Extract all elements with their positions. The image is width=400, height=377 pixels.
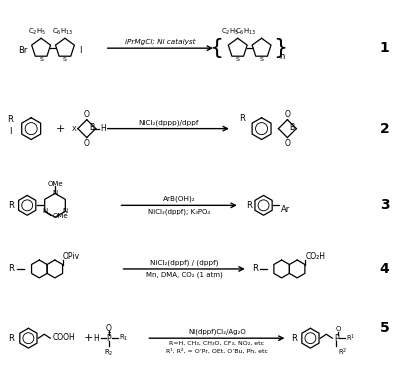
- Text: R: R: [291, 334, 297, 343]
- Text: $\mathregular{C_2H_5}$: $\mathregular{C_2H_5}$: [221, 27, 239, 37]
- Text: X: X: [72, 126, 77, 132]
- Text: H: H: [93, 334, 99, 343]
- Text: S: S: [236, 57, 240, 62]
- Text: COOH: COOH: [52, 333, 75, 342]
- Text: R: R: [8, 334, 14, 343]
- Text: O: O: [106, 324, 112, 333]
- Text: 1: 1: [380, 41, 390, 55]
- Text: N: N: [63, 208, 68, 214]
- Text: ArB(OH)₂: ArB(OH)₂: [163, 196, 196, 202]
- Text: R: R: [8, 201, 14, 210]
- Text: +: +: [56, 124, 65, 133]
- Text: OPiv: OPiv: [63, 251, 80, 261]
- Text: R¹, R², = O’Pr, OEt, O’Bu, Ph, etc: R¹, R², = O’Pr, OEt, O’Bu, Ph, etc: [166, 349, 268, 354]
- Text: NiCl₂(dppp)/dppf: NiCl₂(dppp)/dppf: [138, 119, 198, 126]
- Text: 5: 5: [380, 321, 390, 335]
- Text: S: S: [63, 57, 67, 62]
- Text: R: R: [246, 201, 252, 210]
- Text: 2: 2: [380, 122, 390, 136]
- Text: NiCl₂(dppf) / (dppf): NiCl₂(dppf) / (dppf): [150, 259, 218, 266]
- Text: Br: Br: [18, 46, 27, 55]
- Text: $\mathregular{C_6H_{13}}$: $\mathregular{C_6H_{13}}$: [235, 27, 256, 37]
- Text: B: B: [289, 123, 294, 132]
- Text: 3: 3: [380, 198, 390, 212]
- Text: R: R: [7, 115, 13, 124]
- Text: O: O: [84, 110, 90, 119]
- Text: P: P: [106, 334, 111, 343]
- Text: n: n: [280, 52, 285, 61]
- Text: I: I: [79, 46, 81, 55]
- Text: R$^1$: R$^1$: [346, 333, 356, 344]
- Text: H: H: [101, 124, 106, 133]
- Text: 4: 4: [380, 262, 390, 276]
- Text: OMe: OMe: [53, 213, 68, 219]
- Text: Ni(dppf)Cl₂/Ag₂O: Ni(dppf)Cl₂/Ag₂O: [188, 329, 246, 335]
- Text: N: N: [52, 190, 58, 196]
- Text: R: R: [239, 114, 245, 123]
- Text: O: O: [84, 139, 90, 147]
- Text: NiCl₂(dppf); K₃PO₄: NiCl₂(dppf); K₃PO₄: [148, 208, 210, 215]
- Text: S: S: [260, 57, 264, 62]
- Text: R=H, CH₃, CH₃O, CF₃, NO₂, etc: R=H, CH₃, CH₃O, CF₃, NO₂, etc: [169, 341, 264, 346]
- Text: $\mathregular{C_2H_5}$: $\mathregular{C_2H_5}$: [28, 27, 46, 37]
- Text: S: S: [39, 57, 43, 62]
- Text: Ar: Ar: [282, 205, 291, 214]
- Text: R$_2$: R$_2$: [104, 348, 114, 358]
- Text: OMe: OMe: [47, 181, 63, 187]
- Text: B: B: [89, 123, 94, 132]
- Text: O: O: [284, 139, 290, 147]
- Text: CO₂H: CO₂H: [305, 251, 325, 261]
- Text: {: {: [210, 38, 224, 58]
- Text: Mn, DMA, CO₂ (1 atm): Mn, DMA, CO₂ (1 atm): [146, 272, 222, 279]
- Text: O: O: [284, 110, 290, 119]
- Text: O: O: [336, 326, 341, 332]
- Text: R$_1$: R$_1$: [118, 333, 128, 343]
- Text: $\mathregular{C_6H_{13}}$: $\mathregular{C_6H_{13}}$: [52, 27, 74, 37]
- Text: +: +: [83, 333, 93, 343]
- Text: I: I: [9, 127, 11, 136]
- Text: R$^2$: R$^2$: [338, 347, 348, 359]
- Text: P: P: [334, 334, 338, 343]
- Text: R: R: [252, 264, 258, 273]
- Text: }: }: [274, 38, 288, 58]
- Text: N: N: [42, 208, 47, 214]
- Text: R: R: [8, 264, 14, 273]
- Text: iPrMgCl; Ni catalyst: iPrMgCl; Ni catalyst: [125, 39, 196, 45]
